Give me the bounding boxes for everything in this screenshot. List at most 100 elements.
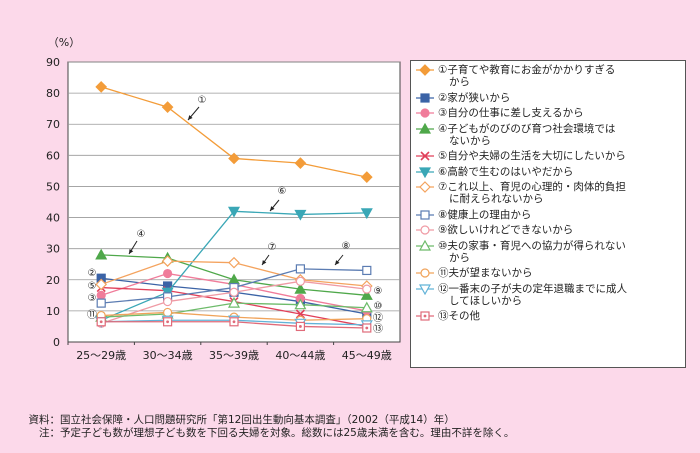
legend-swatch-marker (420, 209, 430, 220)
x-tick-label: 45～49歳 (342, 349, 392, 362)
data-point (95, 278, 108, 291)
legend-label: ⑥高齢で生むのはいやだから (438, 166, 681, 178)
series-1 (95, 81, 373, 183)
legend-label-line: ⑥高齢で生むのはいやだから (438, 165, 574, 178)
legend-label-line: ⑨欲しいけれどできないから (438, 224, 574, 236)
legend-label-line: から (449, 251, 470, 264)
legend-label-line: ないから (449, 134, 491, 147)
legend-label-line: ④子どもがのびのび育つ社会環境では (438, 122, 616, 135)
legend-item-9: ⑨欲しいけれどできないから (415, 224, 681, 236)
legend-label-line: ②家が狭いから (438, 91, 511, 104)
marker-dot (232, 320, 236, 324)
data-point (228, 256, 240, 269)
y-tick-label: 0 (53, 336, 60, 349)
legend-swatch (416, 225, 434, 235)
x-tick-label: 30～34歳 (143, 349, 193, 362)
series-callout: ② (88, 268, 97, 279)
legend-label-line: に耐えられないから (449, 193, 544, 205)
data-point (360, 289, 373, 300)
data-point (362, 323, 372, 333)
legend-item-10: ⑩夫の家事・育児への協力が得られない から (415, 239, 681, 264)
legend-swatch-marker (420, 311, 430, 321)
legend-label: ⑤自分や夫婦の生活を大切にしたいから (438, 150, 681, 162)
legend-label: ⑩夫の家事・育児への協力が得られない から (438, 240, 681, 264)
legend-item-2: ②家が狭いから (415, 92, 681, 104)
legend-label: ⑫一番末の子が夫の定年退職までに成人 してほしいから (438, 283, 681, 307)
footnote: 注： 予定子ども数が理想子ども数を下回る夫婦を対象。総数には25歳未満を含む。理… (8, 427, 514, 440)
note-key: 注： (39, 427, 60, 439)
series-callout: ⑩ (374, 301, 383, 312)
legend-label: ②家が狭いから (438, 92, 681, 104)
y-tick-label: 20 (46, 274, 60, 287)
y-tick-label: 50 (46, 180, 60, 193)
legend-label-line: ③自分の仕事に差し支えるから (438, 107, 584, 119)
legend-swatch (416, 166, 434, 178)
data-point (229, 317, 239, 327)
legend-swatch-marker (418, 122, 432, 134)
legend-item-4: ④子どもがのびのび育つ社会環境では ないから (415, 122, 681, 147)
callout-arrowhead (129, 249, 134, 254)
legend-swatch (416, 151, 434, 161)
y-tick-label: 30 (46, 243, 60, 256)
chart-legend: ①子育てや教育にお金がかかりすぎる から ②家が狭いから ③自分の仕事に差し支えるから… (410, 60, 686, 368)
legend-swatch (416, 64, 434, 76)
legend-label: ⑦これ以上、育児の心理的・肉体的負担 に耐えられないから (438, 181, 681, 205)
legend-swatch-marker (418, 166, 432, 178)
legend-label: ③自分の仕事に差し支えるから (438, 107, 681, 119)
legend-label: ⑬その他 (438, 310, 681, 322)
legend-label-line: ⑬その他 (438, 310, 480, 322)
legend-label: ⑧健康上の理由から (438, 209, 681, 221)
y-tick-label: 80 (46, 87, 60, 100)
series-callout: ⑥ (278, 186, 287, 197)
legend-swatch (416, 209, 434, 220)
legend-item-7: ⑦これ以上、育児の心理的・肉体的負担 に耐えられないから (415, 181, 681, 205)
y-axis-label: （%） (48, 36, 80, 49)
note-text: 予定子ども数が理想子ども数を下回る夫婦を対象。総数には25歳未満を含む。理由不詳… (60, 427, 515, 439)
data-point (295, 321, 305, 332)
data-point (95, 81, 108, 93)
callout-arrowhead (262, 260, 267, 265)
data-point (360, 171, 373, 183)
legend-swatch (416, 311, 434, 321)
legend-item-3: ③自分の仕事に差し支えるから (415, 107, 681, 119)
legend-swatch (416, 122, 434, 134)
legend-swatch (416, 181, 434, 193)
series-callout: ① (198, 95, 207, 106)
legend-swatch-marker (419, 64, 431, 76)
legend-swatch-marker (420, 268, 430, 278)
callout-arrowhead (270, 206, 275, 211)
series-callout: ⑨ (374, 286, 383, 297)
data-point (295, 276, 305, 286)
marker-dot (365, 326, 369, 330)
data-point (95, 248, 108, 260)
legend-label: ④子どもがのびのび育つ社会環境では ないから (438, 123, 681, 147)
y-tick-label: 90 (46, 56, 60, 69)
legend-label-line: から (449, 76, 470, 88)
legend-item-5: ⑤自分や夫婦の生活を大切にしたいから (415, 150, 681, 162)
legend-swatch (416, 268, 434, 278)
source-key: 資料： (28, 414, 61, 426)
y-tick-label: 60 (46, 149, 60, 162)
y-tick-label: 40 (46, 212, 60, 225)
series-13 (96, 317, 372, 333)
marker-dot (99, 320, 103, 324)
data-point (96, 317, 106, 327)
data-point (163, 268, 173, 279)
legend-item-12: ⑫一番末の子が夫の定年退職までに成人 してほしいから (415, 283, 681, 307)
data-point (294, 298, 307, 310)
series-callout: ④ (137, 229, 146, 240)
legend-label-line: ⑦これ以上、育児の心理的・肉体的負担 (438, 181, 626, 193)
legend-swatch-marker (420, 151, 430, 161)
series-callout: ⑪ (87, 309, 97, 321)
data-point (163, 307, 173, 318)
series-callout: ⑬ (373, 323, 383, 335)
legend-swatch (416, 92, 434, 103)
callout-arrowhead (188, 115, 193, 120)
data-point (294, 209, 307, 221)
data-point (360, 301, 373, 313)
legend-swatch (416, 108, 434, 118)
legend-swatch-marker (418, 239, 432, 251)
legend-swatch-marker (420, 225, 430, 235)
series-callout: ③ (88, 293, 97, 304)
